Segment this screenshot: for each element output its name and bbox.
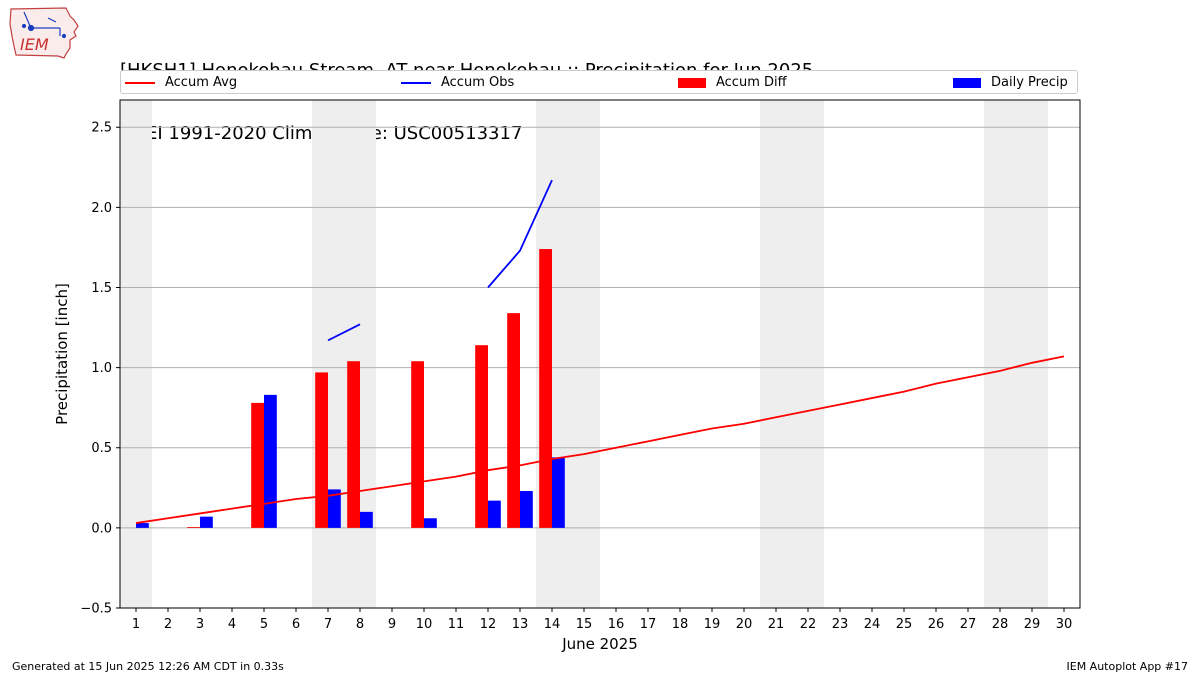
x-tick-label-14: 14 xyxy=(544,617,561,632)
y-axis-ticks: −0.5 0.0 0.5 1.0 1.5 2.0 2.5 xyxy=(80,121,120,617)
accum-diff-bar-day-13 xyxy=(507,313,520,528)
y-tick-label-6: 2.5 xyxy=(91,121,112,136)
y-tick-label-4: 1.5 xyxy=(91,281,112,296)
accum-diff-bar-day-8 xyxy=(347,361,360,528)
daily-precip-bar-day-7 xyxy=(328,489,341,528)
accum-diff-bar-day-12 xyxy=(475,345,488,528)
y-gridlines xyxy=(120,126,1080,609)
logo-text: IEM xyxy=(20,35,49,54)
legend-swatch-accum-avg xyxy=(125,81,155,84)
x-tick-label-18: 18 xyxy=(672,617,689,632)
legend-label-accum-diff: Accum Diff xyxy=(716,75,787,90)
weekend-band-4 xyxy=(984,100,1048,608)
accum-obs-line-segment-0 xyxy=(327,323,361,342)
x-axis-label: June 2025 xyxy=(561,635,638,653)
chart-title-line2: NCEI 1991-2020 Climate Site: USC00513317 xyxy=(120,123,523,144)
bar-marks xyxy=(136,249,565,528)
x-tick-label-1: 1 xyxy=(132,617,140,632)
accum-diff-bar-day-3 xyxy=(187,527,200,528)
x-tick-label-9: 9 xyxy=(388,617,396,632)
legend-swatch-daily-precip xyxy=(953,77,981,88)
x-tick-label-2: 2 xyxy=(164,617,172,632)
logo-instrument-icon xyxy=(21,11,67,39)
accum-diff-bar-day-14 xyxy=(539,249,552,528)
x-tick-label-21: 21 xyxy=(768,617,785,632)
accum-avg-line xyxy=(135,355,1065,524)
legend-item-accum-avg: Accum Avg xyxy=(125,74,237,92)
y-tick-label-0: −0.5 xyxy=(80,602,112,617)
legend-label-daily-precip: Daily Precip xyxy=(991,75,1068,90)
y-axis-label: Precipitation [inch] xyxy=(53,283,71,425)
daily-precip-bar-day-1 xyxy=(136,523,149,528)
x-tick-label-10: 10 xyxy=(416,617,433,632)
legend-item-accum-obs: Accum Obs xyxy=(401,74,514,92)
daily-precip-bar-day-3 xyxy=(200,516,213,528)
legend-item-accum-diff: Accum Diff xyxy=(678,74,787,92)
x-tick-label-27: 27 xyxy=(960,617,977,632)
daily-precip-bar-day-5 xyxy=(264,394,277,528)
legend-item-daily-precip: Daily Precip xyxy=(953,74,1068,92)
weekend-band-2 xyxy=(536,100,600,608)
x-tick-label-11: 11 xyxy=(448,617,465,632)
plot-frame xyxy=(119,99,1081,609)
weekend-band-0 xyxy=(120,100,152,608)
x-tick-label-26: 26 xyxy=(928,617,945,632)
x-tick-label-25: 25 xyxy=(896,617,913,632)
accum-diff-bar-day-5 xyxy=(251,402,264,528)
x-tick-label-20: 20 xyxy=(736,617,753,632)
x-tick-label-16: 16 xyxy=(608,617,625,632)
x-tick-label-7: 7 xyxy=(324,617,332,632)
weekend-band-1 xyxy=(312,100,376,608)
daily-precip-bar-day-13 xyxy=(520,491,533,528)
legend-swatch-accum-diff xyxy=(678,77,706,88)
weekend-band-3 xyxy=(760,100,824,608)
line-marks xyxy=(135,179,1065,524)
x-tick-label-3: 3 xyxy=(196,617,204,632)
x-tick-label-15: 15 xyxy=(576,617,593,632)
x-tick-label-17: 17 xyxy=(640,617,657,632)
x-tick-label-6: 6 xyxy=(292,617,300,632)
x-tick-label-29: 29 xyxy=(1024,617,1041,632)
daily-precip-bar-day-8 xyxy=(360,511,373,528)
generated-timestamp: Generated at 15 Jun 2025 12:26 AM CDT in… xyxy=(12,660,284,673)
accum-obs-line-segment-1 xyxy=(487,179,553,289)
x-tick-label-12: 12 xyxy=(480,617,497,632)
app-credit: IEM Autoplot App #17 xyxy=(1066,660,1189,673)
legend-swatch-accum-obs xyxy=(401,81,431,84)
x-tick-label-24: 24 xyxy=(864,617,881,632)
accum-diff-bar-day-7 xyxy=(315,372,328,528)
y-tick-label-2: 0.5 xyxy=(91,441,112,456)
x-tick-label-5: 5 xyxy=(260,617,268,632)
legend-label-accum-avg: Accum Avg xyxy=(165,75,238,90)
daily-precip-bar-day-10 xyxy=(424,518,437,528)
legend-label-accum-obs: Accum Obs xyxy=(441,75,515,90)
x-tick-label-23: 23 xyxy=(832,617,849,632)
x-tick-label-13: 13 xyxy=(512,617,529,632)
y-tick-label-3: 1.0 xyxy=(91,361,112,376)
x-tick-label-22: 22 xyxy=(800,617,817,632)
y-tick-label-5: 2.0 xyxy=(91,201,112,216)
iem-logo: IEM xyxy=(9,7,79,59)
x-tick-label-4: 4 xyxy=(228,617,236,632)
weekend-bands xyxy=(120,100,1048,608)
x-axis-ticks: 1 2 3 4 5 6 7 8 9 10 11 12 13 14 15 16 17 18 19 20 21 22 23 24 2… xyxy=(132,608,1072,632)
accum-diff-bar-day-10 xyxy=(411,361,424,528)
y-tick-label-1: 0.0 xyxy=(91,521,112,536)
x-tick-label-30: 30 xyxy=(1056,617,1073,632)
daily-precip-bar-day-14 xyxy=(552,457,565,528)
chart-legend: Accum Avg Accum Obs Accum Diff Daily Pre… xyxy=(120,70,1078,94)
x-tick-label-28: 28 xyxy=(992,617,1009,632)
daily-precip-bar-day-12 xyxy=(488,500,501,528)
x-tick-label-8: 8 xyxy=(356,617,364,632)
x-tick-label-19: 19 xyxy=(704,617,721,632)
